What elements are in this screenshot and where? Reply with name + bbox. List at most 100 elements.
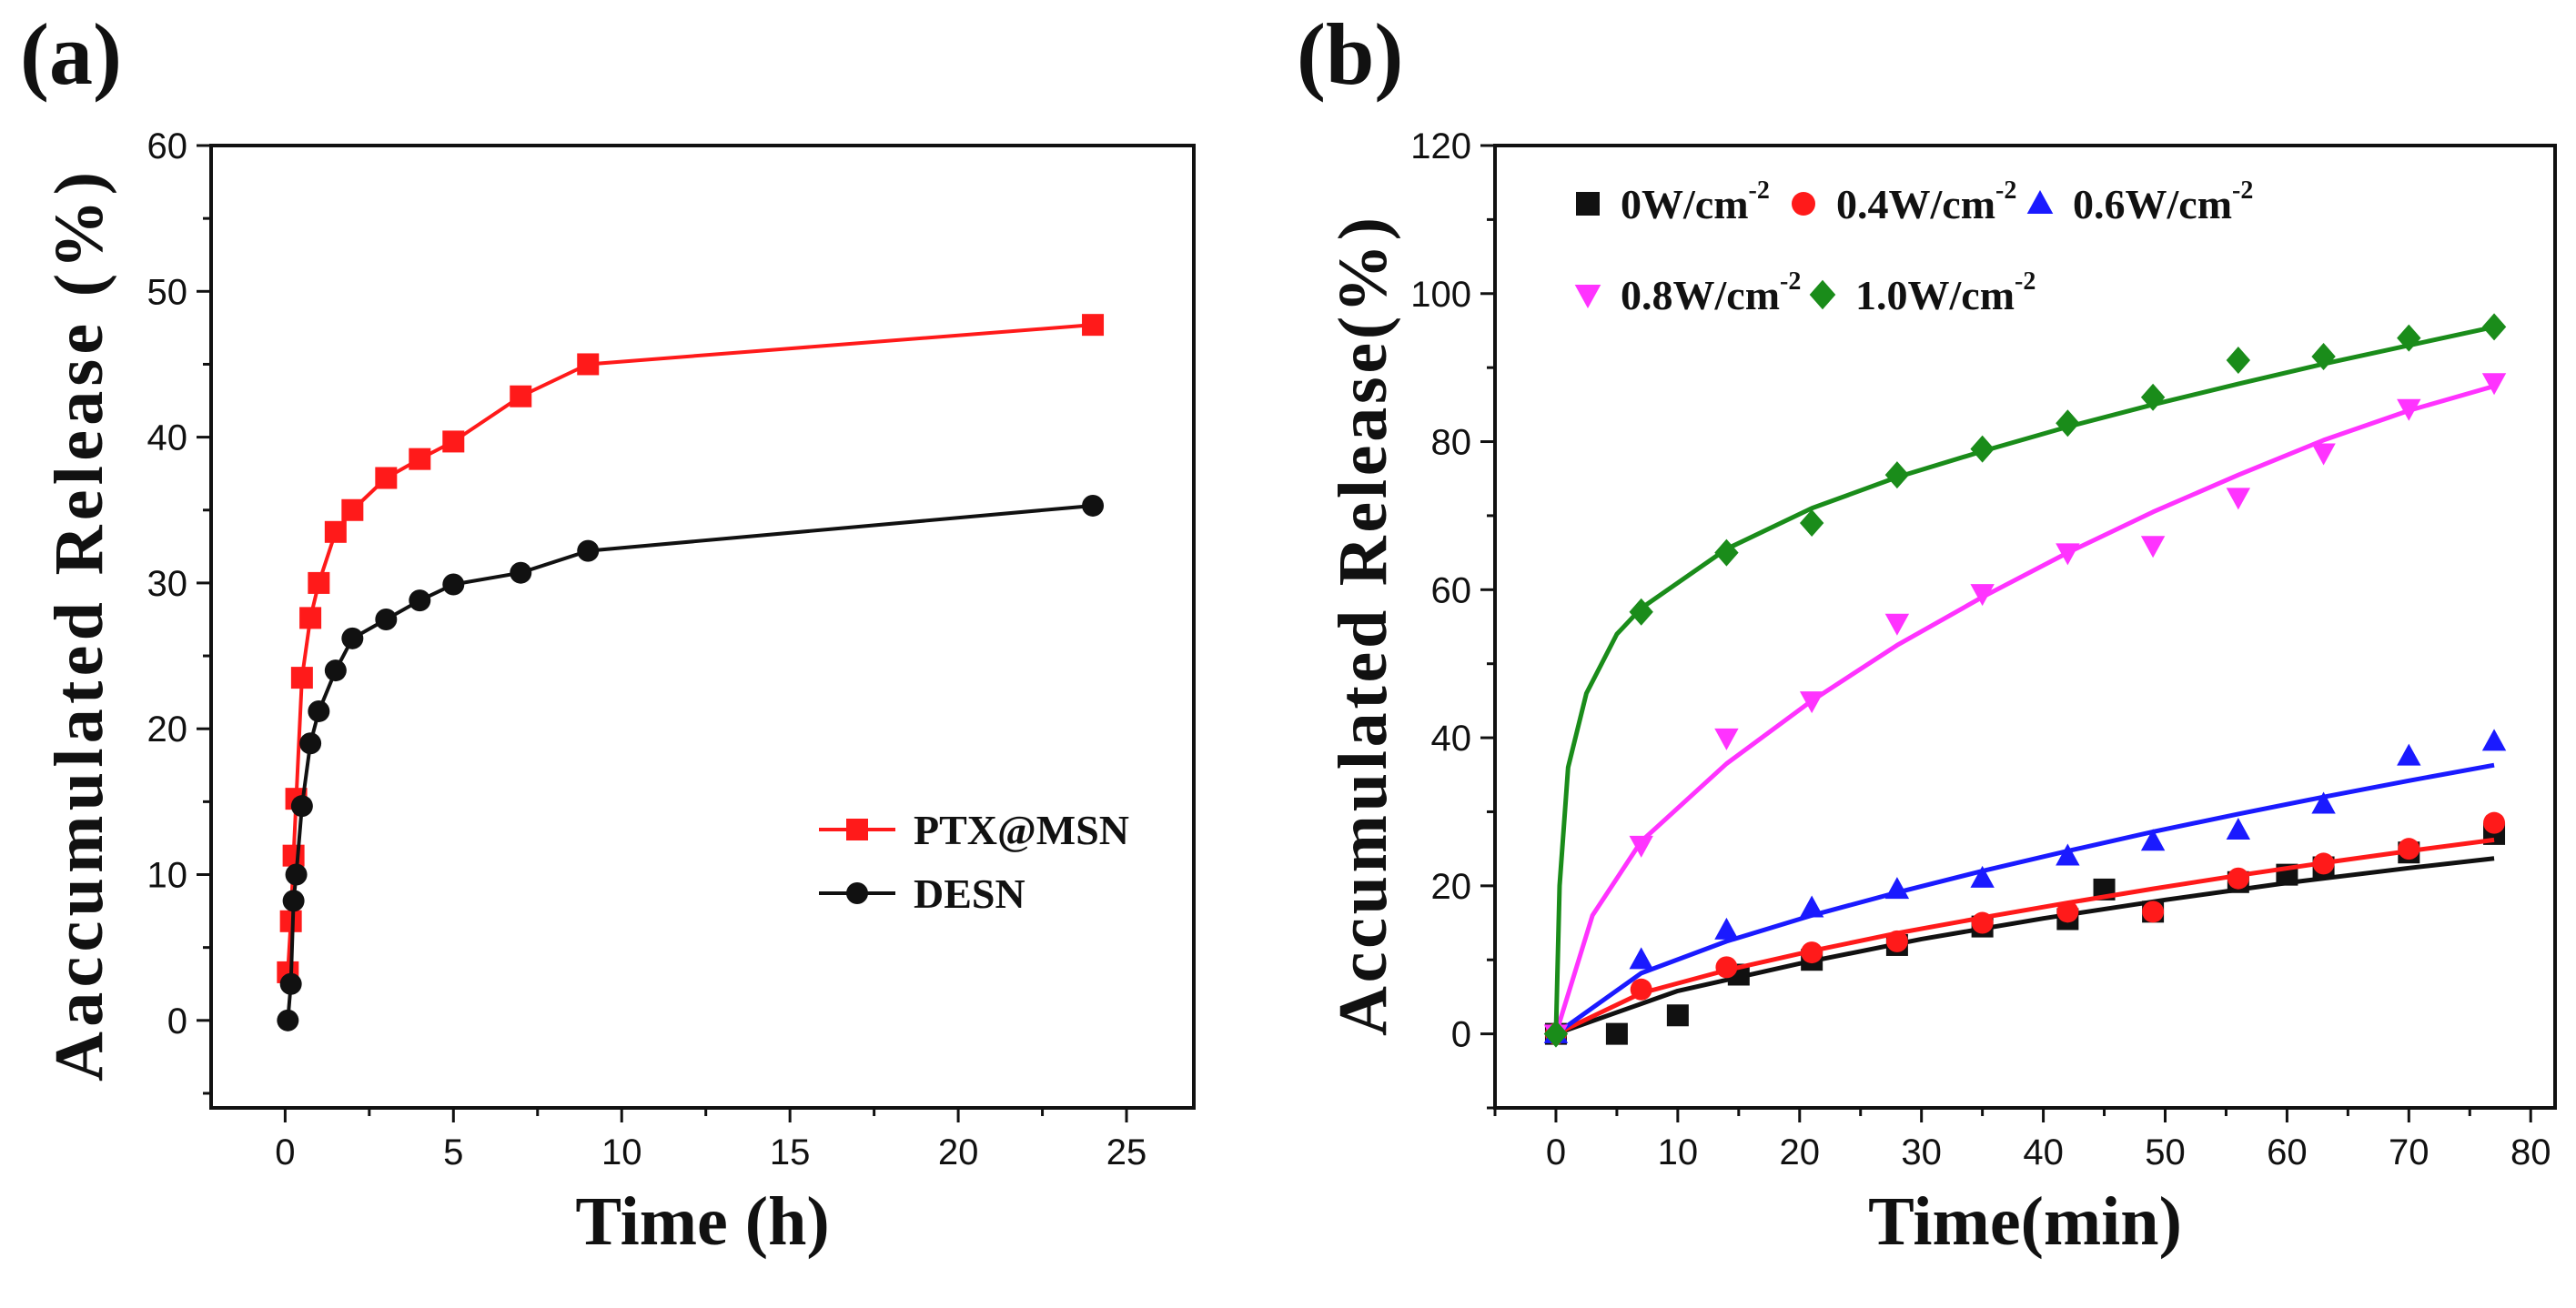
x-tick-label: 5 <box>443 1132 463 1172</box>
data-point <box>409 448 431 470</box>
legend-marker <box>1792 192 1815 216</box>
fit-curve <box>1554 837 2495 1036</box>
x-tick-label: 20 <box>1780 1132 1821 1172</box>
y-tick-label: 40 <box>1431 719 1472 759</box>
data-point <box>577 353 600 376</box>
y-tick-label: 0 <box>167 1001 187 1041</box>
legend-label: 0.8W/cm-2 <box>1621 267 1801 318</box>
x-tick-label: 80 <box>2510 1132 2551 1172</box>
data-point <box>277 1009 299 1031</box>
legend-label: DESN <box>914 870 1025 917</box>
data-point <box>341 498 364 521</box>
data-point <box>324 520 347 543</box>
data-point <box>442 430 465 453</box>
data-point <box>1666 1004 1689 1027</box>
legend-marker <box>1574 284 1601 308</box>
y-tick-label: 20 <box>147 709 188 750</box>
data-point <box>2140 383 2166 411</box>
data-point <box>308 699 330 722</box>
data-point <box>341 627 364 649</box>
data-point <box>2056 409 2080 438</box>
x-tick-label: 50 <box>2145 1132 2186 1172</box>
y-tick-label: 100 <box>1410 275 1471 315</box>
data-point <box>2056 543 2080 566</box>
panel-a-ticks: 0 5 10 15 20 25 0 10 20 30 40 50 60 <box>147 126 1147 1172</box>
legend-marker <box>1576 192 1600 216</box>
panel-b-legend: 0W/cm-2 0.4W/cm-2 0.6W/cm-2 0.8W/cm-2 1.0W/c… <box>1574 176 2253 318</box>
data-point <box>308 571 330 594</box>
legend-marker <box>2026 190 2054 215</box>
x-tick-label: 30 <box>1901 1132 1942 1172</box>
data-point <box>1884 613 1910 636</box>
data-point <box>1629 835 1653 858</box>
data-point <box>1629 947 1653 970</box>
data-point <box>1605 1022 1628 1045</box>
data-point <box>282 890 305 912</box>
data-point <box>2226 488 2251 510</box>
data-point <box>1715 956 1738 979</box>
data-point <box>2140 829 2166 851</box>
data-point <box>1714 728 1739 750</box>
data-point <box>1970 865 1995 888</box>
x-tick-label: 0 <box>1546 1132 1566 1172</box>
panel-b-ticks: 0 10 20 30 40 50 60 70 80 0 20 40 60 80 100 120 <box>1410 126 2551 1172</box>
data-point <box>1082 494 1105 517</box>
data-point <box>1714 917 1739 940</box>
data-point <box>1799 895 1824 918</box>
legend-item: 1.0W/cm-2 <box>1809 267 2036 318</box>
data-point <box>1884 461 1910 489</box>
data-point <box>2481 313 2507 341</box>
data-point <box>2226 347 2251 375</box>
data-point <box>2398 838 2420 860</box>
data-point <box>577 539 600 562</box>
y-tick-label: 60 <box>1431 570 1472 610</box>
x-tick-label: 10 <box>601 1132 642 1172</box>
data-point <box>1629 598 1653 626</box>
data-point <box>2311 342 2336 370</box>
fit-curve <box>1553 384 2495 1035</box>
x-tick-label: 25 <box>1106 1132 1147 1172</box>
panel-a-legend: PTX@MSN DESN <box>819 807 1129 917</box>
panel-b-y-axis-title: Accumulated Release(%) <box>1325 217 1401 1036</box>
data-point <box>324 659 347 682</box>
fit-curve <box>1555 856 2495 1036</box>
legend-label: 0.6W/cm-2 <box>2073 176 2253 227</box>
y-tick-label: 80 <box>1431 423 1472 463</box>
panel-a-series <box>277 314 1105 1031</box>
data-point <box>290 667 313 689</box>
panel-b-x-axis-title: Time(min) <box>1868 1183 2182 1260</box>
data-point <box>2311 791 2336 814</box>
panel-b-series <box>1543 313 2507 1048</box>
series-0-4w-cm-1 <box>1544 811 2506 1045</box>
data-point <box>279 972 302 995</box>
panel-b: (b) 0 10 20 30 40 50 60 70 80 0 20 40 60 80 100 120 Tim… <box>1297 5 2557 1260</box>
data-point <box>2056 901 2079 923</box>
series-desn <box>277 494 1105 1031</box>
data-point <box>1799 509 1824 538</box>
y-tick-label: 0 <box>1451 1015 1471 1055</box>
data-point <box>1714 538 1739 567</box>
series-1-0w-cm-4 <box>1543 313 2507 1048</box>
fit-curve <box>1554 762 2495 1036</box>
data-point <box>2142 901 2165 923</box>
data-point <box>1801 941 1823 964</box>
data-point <box>1884 877 1910 900</box>
data-point <box>2227 867 2249 890</box>
data-point <box>375 608 398 630</box>
data-point <box>299 732 322 755</box>
data-point <box>1970 435 1995 463</box>
legend-label: 1.0W/cm-2 <box>1855 267 2036 318</box>
panel-a-label: (a) <box>20 5 122 103</box>
data-point <box>2481 373 2507 396</box>
panel-b-plot-frame <box>1493 144 2557 1110</box>
panel-a-x-axis-title: Time (h) <box>575 1183 829 1260</box>
series-0-6w-cm-2 <box>1543 729 2507 1043</box>
legend-marker <box>1809 279 1836 310</box>
data-point <box>1885 930 1908 952</box>
series-0-8w-cm-3 <box>1543 373 2507 1047</box>
x-tick-label: 60 <box>2267 1132 2308 1172</box>
y-tick-label: 40 <box>147 418 188 458</box>
panel-a-plot-frame <box>209 144 1196 1110</box>
data-point <box>2312 852 2335 875</box>
